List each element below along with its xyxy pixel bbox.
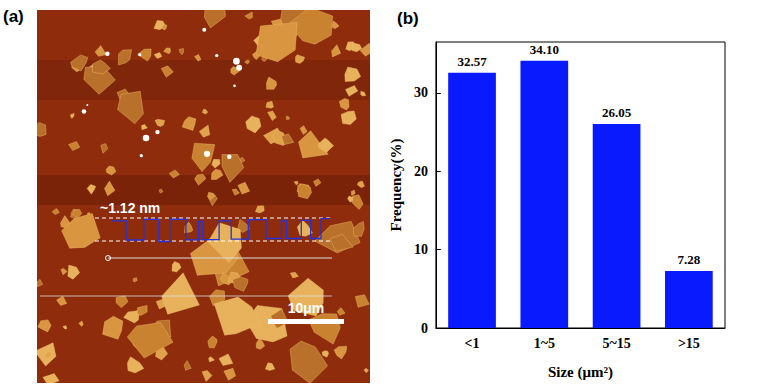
svg-text:Frequency(%): Frequency(%) <box>388 138 405 231</box>
svg-text:Size (μm²): Size (μm²) <box>548 364 613 381</box>
svg-text:5~15: 5~15 <box>602 336 630 351</box>
svg-text:(b): (b) <box>397 9 419 28</box>
svg-text:7.28: 7.28 <box>677 252 700 267</box>
svg-text:30: 30 <box>414 85 428 100</box>
svg-text:<1: <1 <box>465 336 480 351</box>
svg-text:32.57: 32.57 <box>457 54 487 69</box>
svg-text:0: 0 <box>421 321 428 336</box>
svg-text:1~5: 1~5 <box>534 336 555 351</box>
svg-text:34.10: 34.10 <box>530 42 559 57</box>
svg-text:>15: >15 <box>678 336 700 351</box>
svg-text:10: 10 <box>414 242 428 257</box>
svg-text:20: 20 <box>414 164 428 179</box>
svg-text:10μm: 10μm <box>288 300 325 316</box>
svg-text:~1.12 nm: ~1.12 nm <box>100 200 160 216</box>
svg-text:26.05: 26.05 <box>602 105 632 120</box>
svg-text:(a): (a) <box>3 7 24 26</box>
